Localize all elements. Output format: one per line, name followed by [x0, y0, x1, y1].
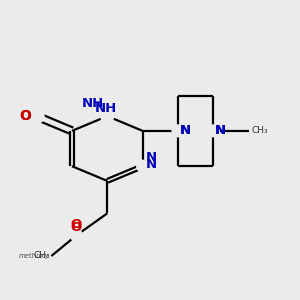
- Text: O: O: [71, 221, 82, 234]
- Circle shape: [29, 109, 44, 124]
- Text: CH₃: CH₃: [252, 126, 268, 135]
- Text: N: N: [215, 124, 226, 137]
- Text: O: O: [19, 109, 31, 123]
- Text: CH₃: CH₃: [33, 251, 50, 260]
- Text: N: N: [179, 124, 191, 137]
- Circle shape: [101, 110, 114, 123]
- Circle shape: [172, 125, 184, 137]
- Circle shape: [207, 125, 219, 137]
- Text: NH: NH: [82, 97, 104, 110]
- Text: N: N: [146, 151, 157, 164]
- Text: NH: NH: [95, 102, 117, 115]
- Text: N: N: [215, 124, 226, 137]
- Circle shape: [137, 160, 148, 172]
- Text: methoxy: methoxy: [18, 253, 48, 259]
- Circle shape: [70, 230, 82, 241]
- Text: O: O: [71, 218, 82, 231]
- Text: N: N: [179, 124, 191, 137]
- Text: N: N: [146, 158, 157, 171]
- Text: O: O: [19, 109, 31, 123]
